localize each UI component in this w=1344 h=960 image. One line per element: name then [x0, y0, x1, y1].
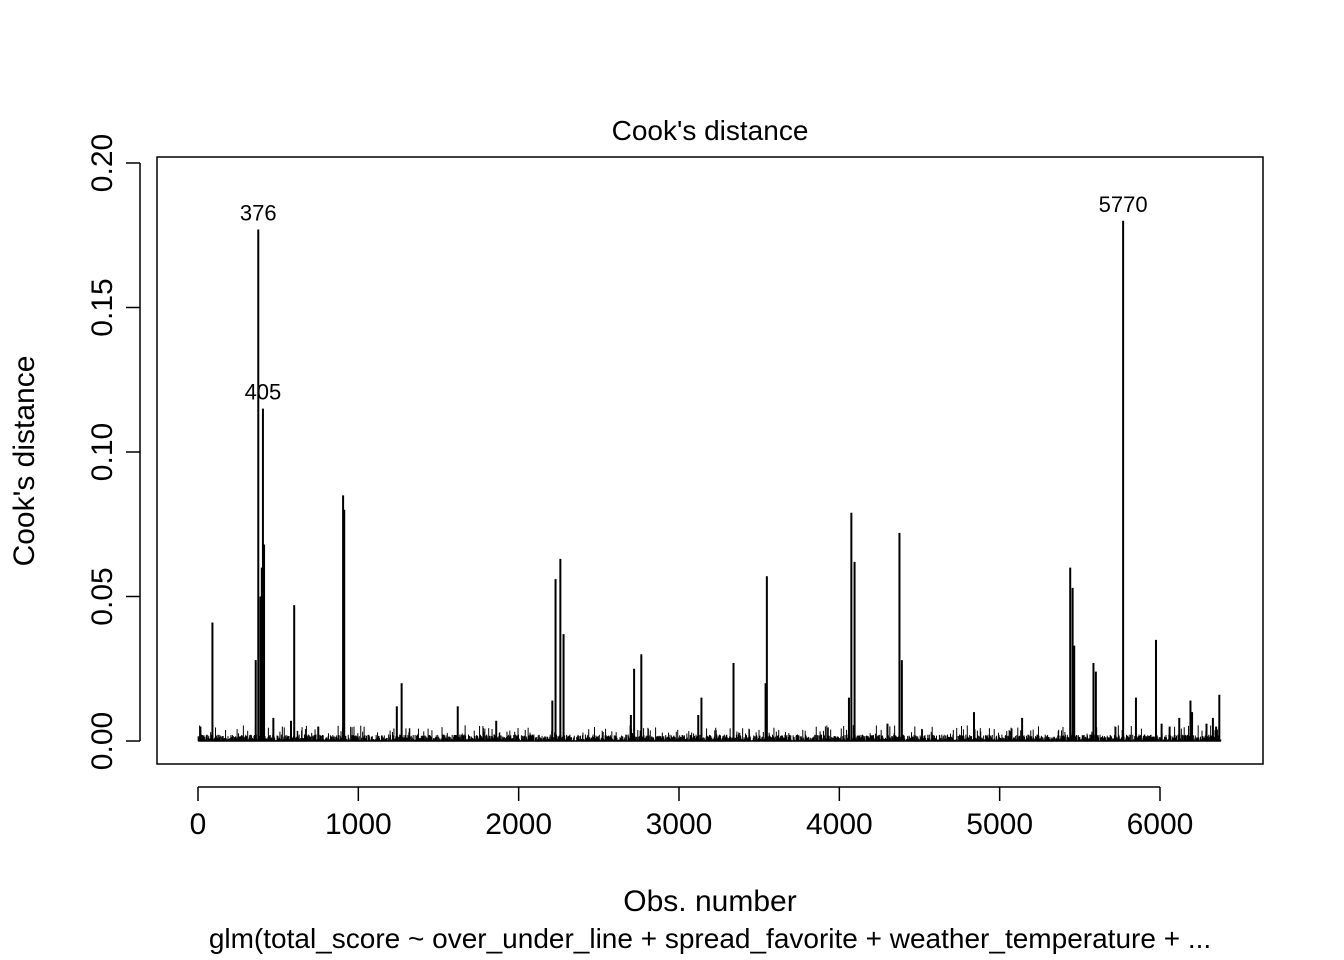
y-tick-label: 0.05: [86, 567, 119, 625]
chart-title: Cook's distance: [612, 115, 809, 146]
x-tick-label: 0: [190, 808, 207, 841]
y-tick-label: 0.20: [86, 134, 119, 192]
x-axis-title: Obs. number: [623, 885, 796, 918]
y-tick-label: 0.15: [86, 278, 119, 336]
y-tick-label: 0.00: [86, 712, 119, 770]
model-formula-caption: glm(total_score ~ over_under_line + spre…: [209, 923, 1211, 954]
x-tick-label: 4000: [806, 808, 873, 841]
point-label-376: 376: [240, 200, 277, 225]
spike-series: [197, 220, 1222, 742]
y-axis: 0.00 0.05 0.10 0.15 0.20: [86, 134, 141, 770]
x-tick-label: 5000: [966, 808, 1033, 841]
plot-frame: [156, 156, 1264, 765]
y-axis-title: Cook's distance: [8, 356, 41, 567]
x-tick-label: 3000: [646, 808, 713, 841]
point-label-5770: 5770: [1099, 192, 1148, 217]
point-labels: 376 405 5770: [240, 192, 1148, 405]
x-tick-label: 2000: [485, 808, 552, 841]
point-label-405: 405: [245, 380, 282, 405]
x-axis: 0 1000 2000 3000 4000 5000 6000: [190, 786, 1194, 841]
x-tick-label: 6000: [1127, 808, 1194, 841]
x-tick-label: 1000: [325, 808, 392, 841]
y-tick-label: 0.10: [86, 423, 119, 481]
